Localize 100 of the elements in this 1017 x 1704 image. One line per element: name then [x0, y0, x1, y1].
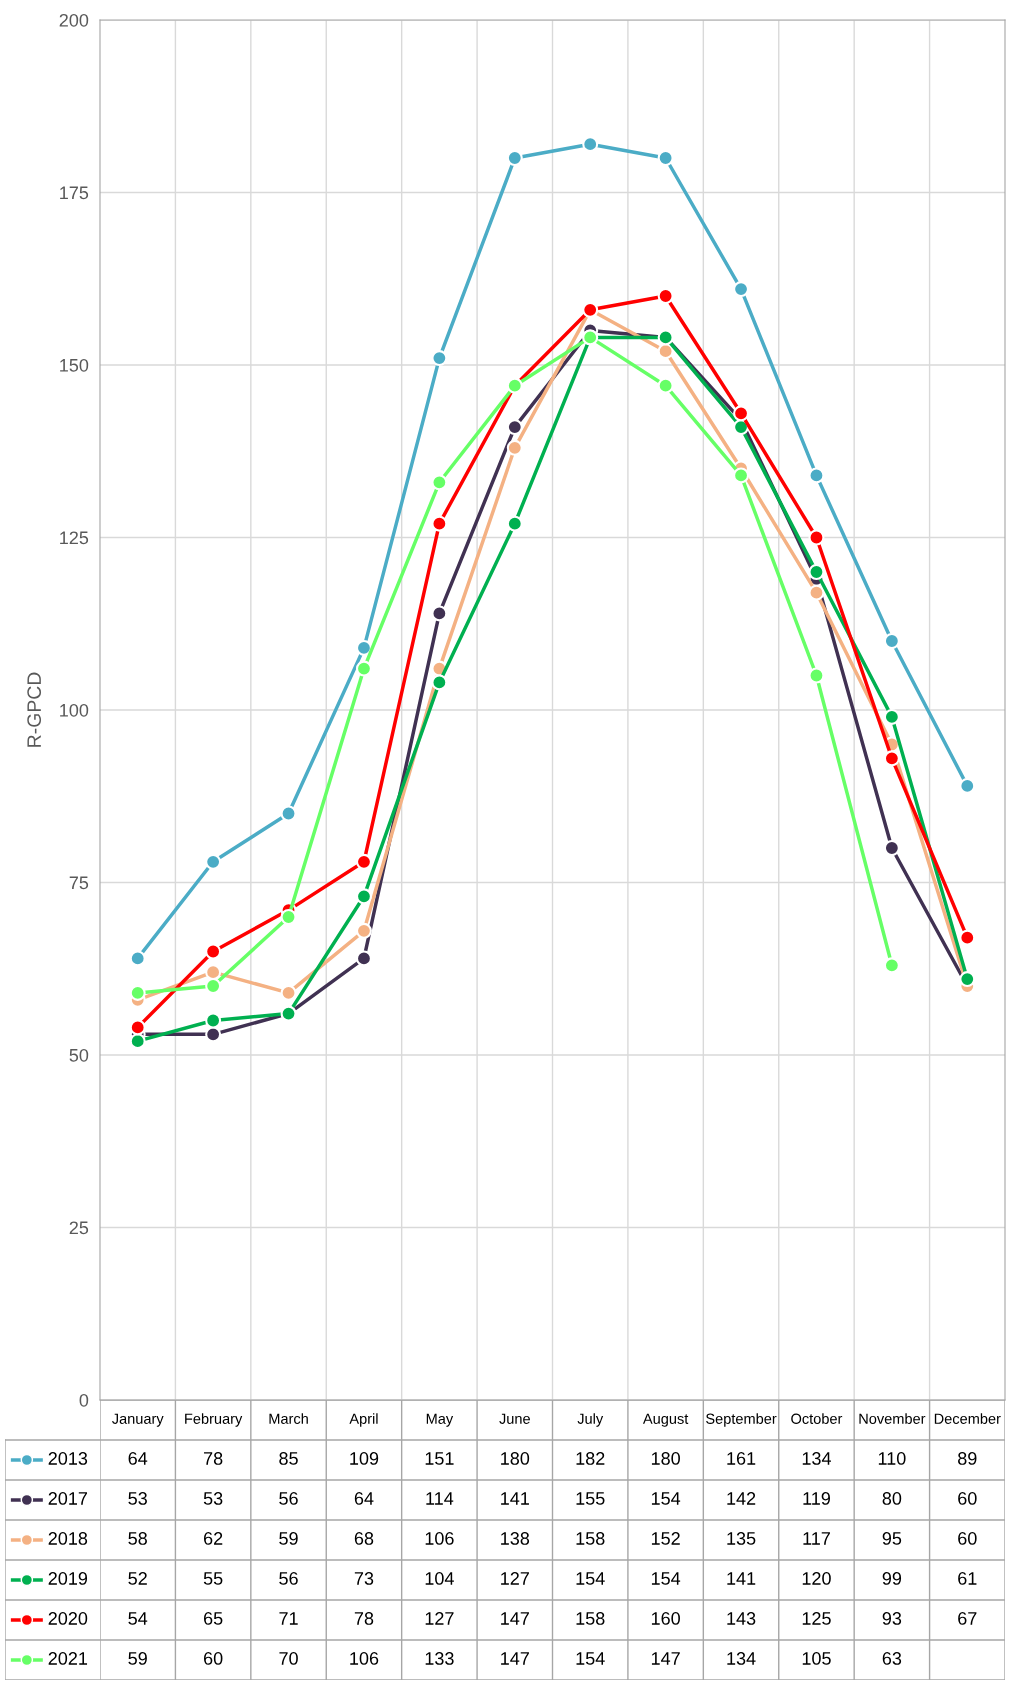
legend-label: 2017 [48, 1492, 88, 1505]
data-label: 95 [882, 1532, 902, 1545]
data-label: 60 [958, 1532, 977, 1545]
point [959, 971, 976, 988]
x-tick-label: September [706, 1413, 777, 1427]
data-label: 147 [501, 1612, 529, 1625]
data-label: 154 [651, 1492, 681, 1505]
legend-label: 2013 [48, 1452, 88, 1465]
data-label: 143 [727, 1612, 756, 1625]
x-tick-label: April [349, 1413, 378, 1427]
data-label: 78 [204, 1452, 223, 1465]
point [431, 350, 448, 367]
data-label: 152 [651, 1532, 680, 1545]
legend-label: 2020 [48, 1612, 88, 1625]
point [129, 950, 146, 967]
y-tick-label: 75 [69, 876, 89, 890]
data-label: 154 [576, 1572, 605, 1585]
point [808, 467, 825, 484]
data-label: 134 [727, 1652, 756, 1665]
data-label: 56 [279, 1572, 298, 1585]
y-tick-label: 25 [69, 1221, 89, 1235]
x-tick-label: November [859, 1413, 926, 1424]
data-label: 59 [279, 1532, 298, 1545]
data-label: 110 [878, 1452, 906, 1465]
data-label: 99 [882, 1572, 902, 1585]
data-label: 78 [354, 1612, 374, 1625]
data-label: 71 [279, 1612, 298, 1625]
data-label: 155 [576, 1492, 605, 1505]
x-tick-label: March [269, 1413, 308, 1424]
data-label: 60 [204, 1652, 223, 1665]
data-label: 70 [279, 1652, 298, 1665]
point [959, 777, 976, 794]
data-label: 135 [727, 1532, 756, 1545]
point [657, 288, 674, 304]
x-tick-label: August [642, 1413, 689, 1427]
x-tick-label: January [112, 1413, 164, 1427]
data-label: 93 [882, 1612, 902, 1625]
data-label: 154 [576, 1652, 605, 1665]
legend-label: 2019 [48, 1572, 88, 1585]
point [657, 377, 674, 394]
x-tick-label: May [426, 1413, 454, 1427]
data-label: 65 [204, 1612, 223, 1625]
data-label: 106 [425, 1532, 454, 1545]
point [205, 1026, 222, 1043]
data-label: 158 [576, 1612, 605, 1625]
data-label: 127 [501, 1572, 529, 1585]
point [808, 667, 825, 684]
y-axis-title: R-GPCD [27, 672, 42, 747]
point [506, 515, 523, 532]
y-tick-label: 50 [69, 1048, 89, 1062]
data-label: 114 [426, 1492, 454, 1505]
y-tick-label: 0 [79, 1393, 89, 1407]
data-label: 56 [279, 1492, 298, 1505]
point [355, 660, 372, 677]
data-label: 80 [882, 1492, 902, 1505]
data-label: 142 [727, 1492, 756, 1505]
data-label: 147 [501, 1652, 529, 1665]
data-label: 73 [354, 1572, 374, 1585]
point [506, 419, 523, 436]
data-label: 64 [354, 1492, 374, 1505]
data-label: 60 [958, 1492, 977, 1505]
point [431, 605, 448, 622]
data-label: 85 [279, 1452, 298, 1465]
data-label: 120 [802, 1572, 831, 1585]
point [808, 584, 825, 601]
x-tick-label: December [934, 1413, 1001, 1424]
legend-label: 2018 [48, 1532, 88, 1545]
data-label: 64 [128, 1452, 148, 1465]
data-label: 106 [350, 1652, 379, 1665]
data-label: 141 [727, 1572, 756, 1585]
y-tick-label: 100 [60, 703, 89, 717]
point [808, 529, 825, 546]
point [657, 343, 674, 360]
data-label: 161 [727, 1452, 756, 1465]
point [280, 984, 297, 1001]
data-label: 62 [204, 1532, 223, 1545]
data-label: 127 [425, 1612, 454, 1625]
data-label: 67 [958, 1612, 977, 1625]
point [506, 150, 523, 166]
data-label: 158 [576, 1532, 605, 1545]
point [280, 909, 297, 925]
x-tick-label: February [185, 1413, 243, 1427]
data-label: 138 [501, 1532, 530, 1545]
point [205, 1012, 222, 1029]
data-label: 54 [128, 1612, 148, 1625]
data-label: 58 [128, 1532, 147, 1545]
point [280, 805, 297, 822]
data-label: 89 [958, 1452, 977, 1465]
point [431, 674, 448, 691]
data-label: 125 [802, 1612, 831, 1625]
point [355, 950, 372, 967]
y-tick-label: 175 [60, 186, 89, 200]
data-label: 59 [128, 1652, 147, 1665]
data-label: 134 [802, 1452, 831, 1465]
point [431, 474, 448, 491]
point [657, 150, 674, 166]
point [959, 929, 976, 946]
data-label: 180 [651, 1452, 680, 1465]
data-label: 147 [651, 1652, 680, 1665]
data-label: 151 [425, 1452, 454, 1465]
